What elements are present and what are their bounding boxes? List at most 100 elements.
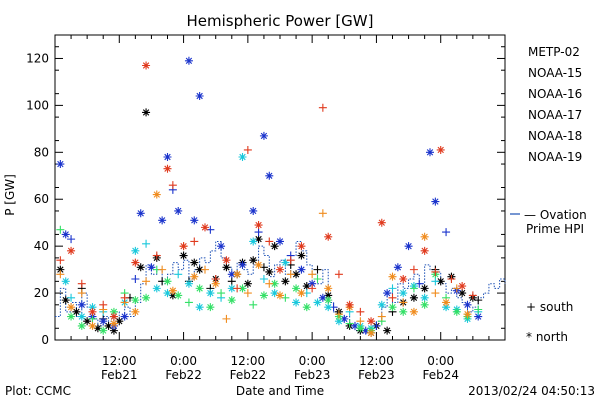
point-noaa-16 <box>152 284 161 293</box>
x-tick-time-label: 12:00 <box>359 354 394 368</box>
point-noaa-19 <box>345 300 354 309</box>
point-metp-02 <box>190 258 199 267</box>
point-noaa-17 <box>270 279 279 288</box>
point-noaa-16 <box>313 298 322 307</box>
point-noaa-18 <box>222 314 231 323</box>
x-axis-label: Date and Time <box>236 384 324 398</box>
point-noaa-16 <box>195 303 204 312</box>
point-noaa-18 <box>324 284 333 293</box>
ovation-step-line <box>55 240 506 334</box>
x-tick-time-label: 12:00 <box>231 354 266 368</box>
point-noaa-19 <box>409 265 418 274</box>
point-noaa-19 <box>399 275 408 283</box>
point-noaa-15 <box>351 321 359 330</box>
point-noaa-15 <box>120 312 129 321</box>
point-noaa-17 <box>56 225 65 234</box>
point-noaa-18 <box>388 272 397 281</box>
point-noaa-16 <box>67 293 76 302</box>
point-noaa-19 <box>201 223 209 232</box>
point-metp-02 <box>474 296 483 305</box>
x-tick-date-label: Feb22 <box>165 368 202 382</box>
point-noaa-17 <box>238 284 247 293</box>
point-noaa-17 <box>452 307 461 316</box>
point-metp-02 <box>324 291 333 300</box>
point-noaa-18 <box>233 270 242 279</box>
x-tick-time-label: 12:00 <box>102 354 137 368</box>
point-noaa-17 <box>302 303 311 312</box>
legend-entry-noaa-15: NOAA-15 <box>528 66 582 80</box>
point-noaa-16 <box>259 275 268 283</box>
point-metp-02 <box>270 242 279 251</box>
point-noaa-16 <box>238 153 247 161</box>
point-noaa-18 <box>297 289 306 298</box>
point-metp-02 <box>297 251 306 260</box>
point-noaa-16 <box>334 317 343 326</box>
point-metp-02 <box>313 265 322 274</box>
point-metp-02 <box>249 256 258 265</box>
point-noaa-19 <box>468 291 477 300</box>
point-noaa-15 <box>383 289 392 298</box>
point-noaa-18 <box>254 260 263 269</box>
point-noaa-15 <box>56 160 65 169</box>
point-noaa-18 <box>243 289 252 298</box>
y-tick-label: 120 <box>26 51 49 65</box>
point-noaa-19 <box>318 103 327 112</box>
point-noaa-16 <box>249 237 258 246</box>
point-noaa-19 <box>142 61 151 70</box>
point-noaa-18 <box>377 312 386 321</box>
point-noaa-16 <box>281 258 290 267</box>
y-axis: 0 20 40 60 80 100 120 <box>26 46 505 347</box>
point-noaa-15 <box>340 314 349 323</box>
point-noaa-18 <box>88 321 97 330</box>
point-noaa-19 <box>276 265 284 274</box>
ovation-prime-hpi-line <box>55 213 520 334</box>
point-noaa-19 <box>356 307 365 316</box>
y-tick-label: 100 <box>26 98 49 112</box>
point-noaa-15 <box>131 275 140 283</box>
point-noaa-16 <box>420 293 429 302</box>
x-tick-date-label: Feb21 <box>101 368 138 382</box>
point-noaa-16 <box>206 289 215 298</box>
point-metp-02 <box>302 282 311 291</box>
point-metp-02 <box>115 317 124 326</box>
point-metp-02 <box>56 265 65 274</box>
point-noaa-19 <box>254 221 263 230</box>
point-noaa-15 <box>136 209 145 218</box>
point-noaa-17 <box>109 307 118 316</box>
point-noaa-19 <box>324 232 333 241</box>
point-noaa-17 <box>206 303 215 312</box>
point-noaa-19 <box>431 267 440 276</box>
point-noaa-15 <box>431 197 440 206</box>
point-metp-02 <box>222 263 231 272</box>
point-noaa-15 <box>184 56 193 65</box>
point-noaa-19 <box>88 307 97 316</box>
point-noaa-17 <box>184 298 193 307</box>
x-tick-date-label: Feb23 <box>358 368 395 382</box>
point-noaa-19 <box>388 293 397 302</box>
point-noaa-16 <box>142 239 151 248</box>
point-noaa-18 <box>276 291 284 300</box>
point-noaa-18 <box>286 270 295 279</box>
y-tick-label: 20 <box>34 286 49 300</box>
point-noaa-19 <box>334 270 343 279</box>
point-noaa-19 <box>222 256 231 265</box>
point-noaa-19 <box>243 145 252 154</box>
point-noaa-18 <box>399 298 408 307</box>
point-noaa-15 <box>276 237 284 246</box>
point-noaa-15 <box>463 300 472 309</box>
point-noaa-19 <box>233 284 242 293</box>
point-metp-02 <box>136 263 145 272</box>
point-noaa-15 <box>217 242 226 251</box>
point-noaa-17 <box>227 296 236 305</box>
point-noaa-19 <box>77 279 86 288</box>
point-noaa-16 <box>174 270 183 279</box>
point-noaa-15 <box>227 270 236 279</box>
point-noaa-15 <box>297 265 306 274</box>
point-noaa-17 <box>409 284 418 293</box>
point-noaa-16 <box>324 303 333 312</box>
point-noaa-18 <box>420 232 429 241</box>
point-noaa-19 <box>377 218 386 227</box>
point-noaa-18 <box>158 265 167 274</box>
point-metp-02 <box>61 296 70 305</box>
point-noaa-16 <box>431 277 440 286</box>
